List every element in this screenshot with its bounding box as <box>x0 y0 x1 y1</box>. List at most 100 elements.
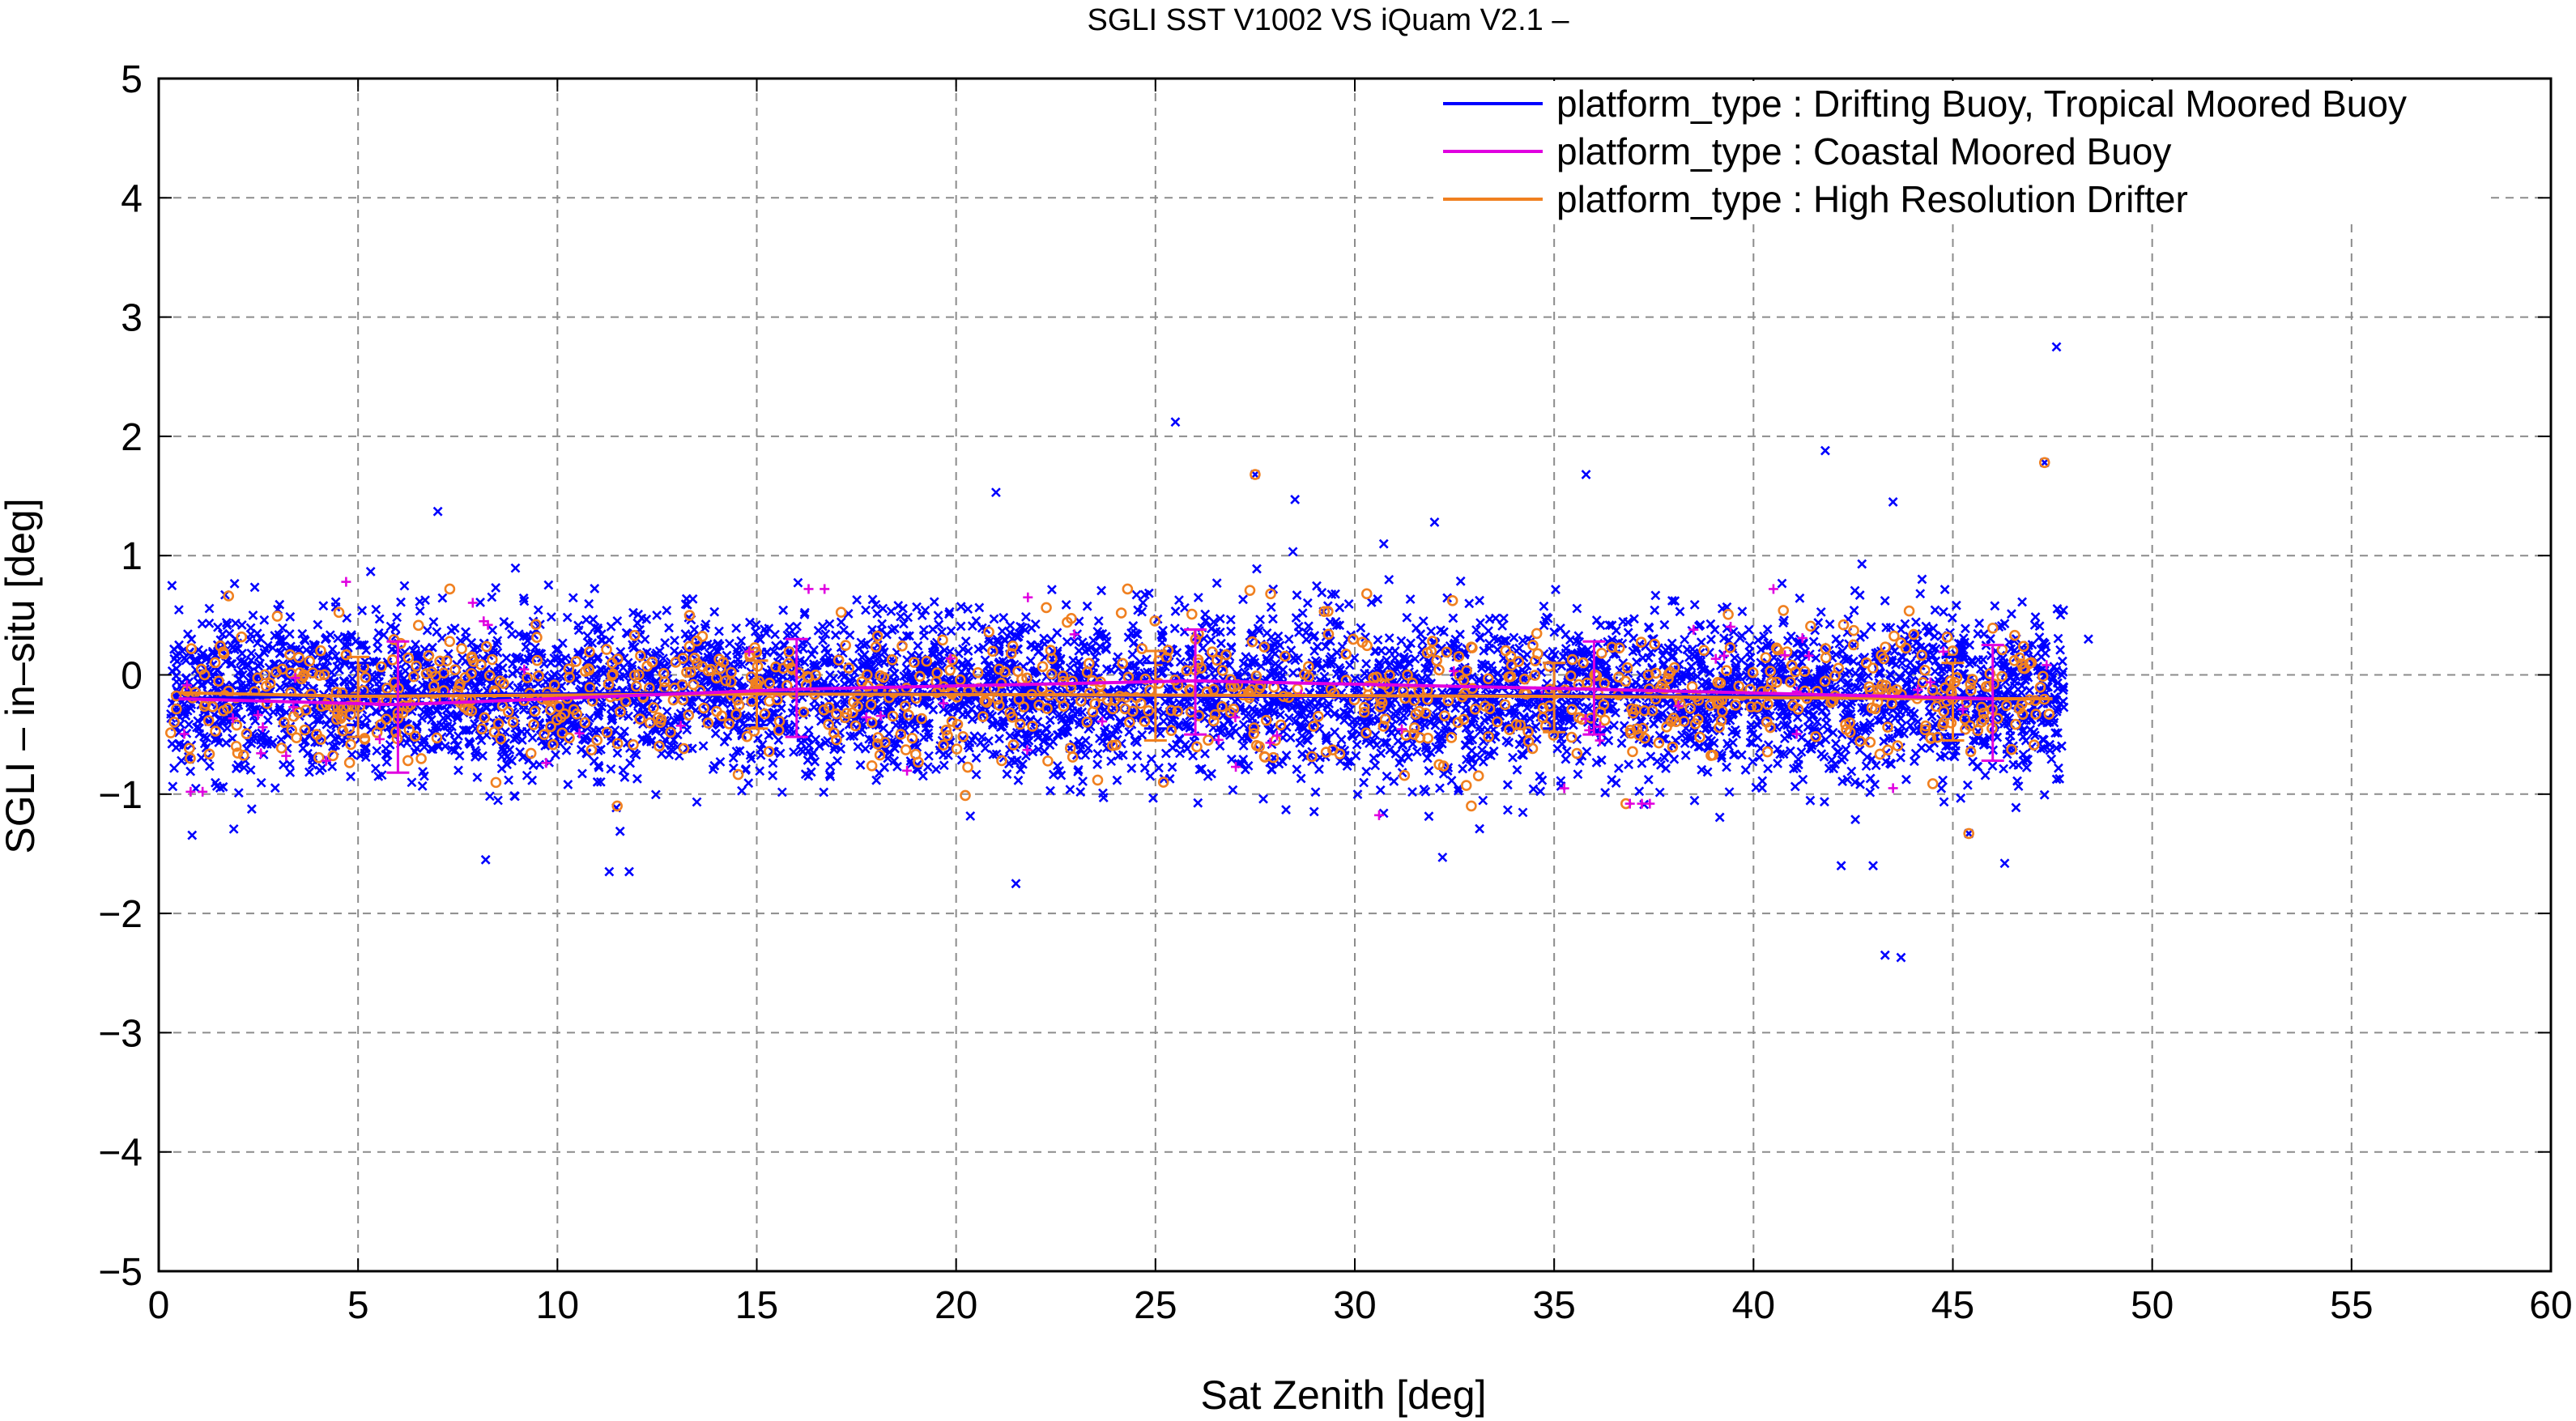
scatter-point <box>1680 634 1690 645</box>
scatter-point <box>1978 629 1989 640</box>
scatter-point <box>1169 623 1180 634</box>
scatter-point <box>1309 806 1319 817</box>
scatter-point <box>184 719 194 730</box>
scatter-point <box>1226 754 1237 764</box>
scatter-point <box>484 791 495 802</box>
scatter-point <box>1798 774 1808 785</box>
scatter-point <box>1793 754 1803 764</box>
scatter-point <box>1796 747 1807 757</box>
scatter-point <box>1649 718 1659 729</box>
scatter-point <box>974 602 985 613</box>
scatter-point <box>1148 793 1158 803</box>
scatter-point <box>259 615 270 625</box>
scatter-point <box>1790 781 1800 792</box>
scatter-point <box>270 783 280 793</box>
scatter-point <box>1938 775 1948 785</box>
scatter-point <box>1849 605 1859 615</box>
scatter-point <box>1841 744 1851 755</box>
scatter-point <box>1736 750 1747 760</box>
scatter-point <box>1396 636 1407 646</box>
scatter-point <box>167 738 177 749</box>
scatter-point <box>1417 636 1428 647</box>
scatter-point <box>1078 776 1088 786</box>
scatter-point <box>1093 616 1104 626</box>
scatter-point <box>365 567 376 576</box>
scatter-point <box>632 773 642 784</box>
scatter-point <box>1475 823 1484 834</box>
scatter-point <box>1689 599 1700 610</box>
scatter-point <box>1376 748 1386 759</box>
scatter-point <box>1061 600 1071 610</box>
scatter-point <box>1082 601 1092 611</box>
scatter-point <box>971 753 981 764</box>
scatter-point <box>1828 727 1838 738</box>
scatter-point <box>1688 644 1698 654</box>
scatter-point <box>1509 632 1519 643</box>
scatter-point <box>784 622 794 632</box>
scatter-point <box>1820 797 1829 807</box>
scatter-point <box>1369 753 1379 764</box>
scatter-point <box>543 580 554 590</box>
scatter-point <box>1573 769 1583 780</box>
scatter-point <box>1816 749 1827 759</box>
scatter-point <box>1132 751 1143 761</box>
scatter-point <box>1508 752 1518 763</box>
scatter-point <box>1915 589 1926 599</box>
scatter-point <box>1258 793 1268 804</box>
scatter-point <box>1215 614 1225 624</box>
scatter-point <box>1361 766 1372 776</box>
scatter-point <box>422 625 432 636</box>
scatter-point <box>768 771 778 781</box>
scatter-point <box>1424 811 1434 822</box>
scatter-point <box>1335 602 1345 613</box>
scatter-point <box>334 665 344 675</box>
scatter-point <box>1384 633 1394 643</box>
scatter-point <box>371 604 381 615</box>
scatter-point <box>472 772 483 782</box>
scatter-point <box>1385 745 1395 755</box>
scatter-point <box>1939 606 1948 617</box>
scatter-point <box>1777 578 1787 589</box>
scatter-point <box>222 723 232 734</box>
scatter-point <box>2025 685 2035 696</box>
scatter-point <box>2011 802 2021 813</box>
scatter-point <box>1561 746 1572 756</box>
scatter-point <box>446 625 457 636</box>
scatter-point <box>1065 785 1075 795</box>
scatter-point <box>1689 795 1700 806</box>
scatter-point <box>1833 747 1843 757</box>
scatter-point <box>1624 759 1634 770</box>
scatter-point <box>1718 649 1728 659</box>
scatter-point <box>546 612 556 622</box>
scatter-point <box>1046 634 1057 645</box>
scatter-point <box>1871 760 1881 771</box>
scatter-point <box>307 759 317 770</box>
scatter-point <box>1863 670 1874 681</box>
scatter-point <box>1292 764 1302 775</box>
scatter-point <box>799 607 810 618</box>
scatter-point <box>909 725 920 734</box>
scatter-point <box>1551 585 1561 594</box>
scatter-point <box>1402 612 1412 623</box>
scatter-point <box>330 597 341 607</box>
scatter-point <box>1175 748 1185 759</box>
scatter-point <box>1424 766 1434 776</box>
scatter-point <box>491 582 501 593</box>
scatter-point <box>1744 640 1755 651</box>
scatter-point <box>507 629 517 640</box>
scatter-point <box>396 597 406 607</box>
scatter-point <box>777 787 787 798</box>
scatter-point <box>1865 787 1876 798</box>
scatter-point <box>660 638 671 648</box>
scatter-point <box>1145 771 1156 781</box>
scatter-point <box>743 778 754 789</box>
scatter-point <box>1611 778 1621 789</box>
scatter-point <box>2058 685 2068 696</box>
scatter-point <box>551 750 560 760</box>
scatter-point <box>1497 620 1508 631</box>
scatter-point <box>836 617 846 628</box>
scatter-point <box>662 706 672 717</box>
scatter-point <box>1312 581 1322 591</box>
scatter-point <box>629 642 640 653</box>
scatter-point <box>1730 653 1740 663</box>
